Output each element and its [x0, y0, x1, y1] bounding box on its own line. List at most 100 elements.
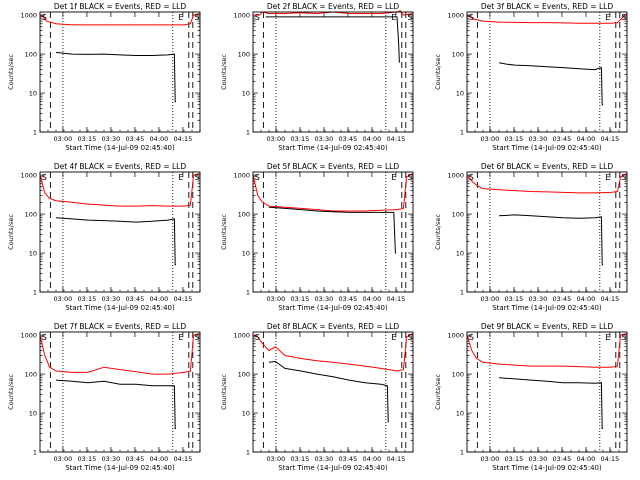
x-tick-label: 04:15 — [601, 455, 620, 463]
y-axis-label: Counts/sec — [7, 54, 15, 90]
y-tick-label: 10 — [242, 250, 250, 258]
x-axis-label: Start Time (14-Jul-09 02:45:40) — [492, 464, 602, 472]
start-marker-label: S — [42, 13, 47, 22]
y-tick-label: 1000 — [447, 12, 464, 20]
x-tick-label: 04:15 — [174, 135, 193, 143]
x-tick-label: 03:00 — [481, 135, 500, 143]
x-tick-label: 04:00 — [577, 135, 596, 143]
x-tick-label: 04:15 — [174, 455, 193, 463]
x-tick-label: 04:00 — [577, 295, 596, 303]
restart-marker-label: S — [407, 333, 412, 342]
y-axis-label: Counts/sec — [220, 374, 228, 410]
x-tick-label: 04:00 — [150, 295, 169, 303]
lld-series-line — [39, 333, 201, 375]
start-marker-label: S — [42, 333, 47, 342]
detector-panel: Det 5f BLACK = Events, RED = LLD Counts/s… — [220, 162, 414, 312]
x-tick-label: 03:15 — [291, 135, 310, 143]
x-tick-label: 03:45 — [126, 295, 145, 303]
x-tick-label: 04:00 — [363, 135, 382, 143]
x-tick-label: 04:15 — [174, 295, 193, 303]
x-tick-label: 03:15 — [291, 295, 310, 303]
y-tick-label: 1 — [246, 449, 250, 457]
plot-frame — [466, 331, 628, 453]
x-tick-label: 04:15 — [387, 135, 406, 143]
x-tick-label: 03:30 — [102, 455, 121, 463]
y-tick-label: 10 — [456, 410, 464, 418]
plot-frame — [252, 11, 414, 133]
y-tick-label: 100 — [238, 211, 250, 219]
end-marker-label: E — [605, 333, 610, 342]
x-tick-label: 03:15 — [78, 135, 97, 143]
restart-marker-label: S — [194, 13, 199, 22]
lld-series-line — [39, 173, 201, 207]
x-tick-label: 03:30 — [102, 135, 121, 143]
detector-panel: Det 3f BLACK = Events, RED = LLD Counts/s… — [434, 2, 628, 152]
x-axis-label: Start Time (14-Jul-09 02:45:40) — [278, 464, 388, 472]
detector-panel: Det 9f BLACK = Events, RED = LLD Counts/s… — [434, 322, 628, 472]
restart-marker-label: S — [407, 13, 412, 22]
y-axis-label: Counts/sec — [434, 54, 442, 90]
y-tick-label: 100 — [452, 371, 464, 379]
events-series-line — [55, 51, 176, 103]
events-series-line — [498, 377, 603, 429]
panel-title: Det 1f BLACK = Events, RED = LLD — [54, 2, 187, 11]
events-series-line — [268, 360, 389, 423]
y-tick-label: 1 — [246, 289, 250, 297]
x-tick-label: 03:45 — [339, 135, 358, 143]
x-tick-label: 03:30 — [315, 455, 334, 463]
x-tick-label: 03:30 — [315, 295, 334, 303]
panels-layer: Det 1f BLACK = Events, RED = LLD Counts/s… — [7, 2, 628, 472]
y-tick-label: 100 — [25, 371, 37, 379]
restart-marker-label: S — [194, 173, 199, 182]
y-tick-label: 10 — [242, 90, 250, 98]
y-tick-label: 100 — [25, 211, 37, 219]
y-tick-label: 100 — [238, 51, 250, 59]
y-tick-label: 1 — [33, 129, 37, 137]
x-tick-label: 03:45 — [339, 295, 358, 303]
end-marker-label: E — [178, 173, 183, 182]
y-tick-label: 1000 — [447, 172, 464, 180]
x-axis-label: Start Time (14-Jul-09 02:45:40) — [65, 304, 175, 312]
x-tick-label: 03:45 — [126, 455, 145, 463]
x-tick-label: 03:30 — [102, 295, 121, 303]
x-tick-label: 03:15 — [291, 455, 310, 463]
restart-marker-label: S — [621, 333, 626, 342]
x-tick-label: 03:30 — [529, 135, 548, 143]
restart-marker-label: S — [621, 173, 626, 182]
panel-title: Det 6f BLACK = Events, RED = LLD — [481, 162, 614, 171]
x-tick-label: 03:00 — [481, 295, 500, 303]
x-tick-label: 04:15 — [387, 455, 406, 463]
y-axis-label: Counts/sec — [220, 214, 228, 250]
detector-panel: Det 2f BLACK = Events, RED = LLD Counts/s… — [220, 2, 414, 152]
x-tick-label: 03:00 — [481, 455, 500, 463]
y-tick-label: 1000 — [233, 12, 250, 20]
events-series-line — [268, 206, 397, 254]
lld-series-line — [466, 173, 628, 194]
y-tick-label: 1000 — [20, 332, 37, 340]
events-series-line — [55, 379, 176, 429]
restart-marker-label: S — [194, 333, 199, 342]
start-marker-label: S — [255, 13, 260, 22]
lld-series-line — [252, 333, 414, 372]
events-series-line — [55, 217, 176, 266]
end-marker-label: E — [178, 13, 183, 22]
plot-frame — [252, 171, 414, 293]
x-tick-label: 04:00 — [150, 135, 169, 143]
y-tick-label: 10 — [242, 410, 250, 418]
x-tick-label: 03:00 — [267, 455, 286, 463]
plot-frame — [466, 11, 628, 133]
y-tick-label: 10 — [456, 90, 464, 98]
x-axis-label: Start Time (14-Jul-09 02:45:40) — [65, 464, 175, 472]
panel-title: Det 8f BLACK = Events, RED = LLD — [267, 322, 400, 331]
x-tick-label: 03:15 — [505, 135, 524, 143]
x-tick-label: 04:00 — [363, 455, 382, 463]
x-tick-label: 03:00 — [54, 455, 73, 463]
x-tick-label: 03:00 — [54, 295, 73, 303]
start-marker-label: S — [42, 173, 47, 182]
lld-series-line — [466, 333, 628, 368]
detector-panel: Det 1f BLACK = Events, RED = LLD Counts/s… — [7, 2, 201, 152]
y-axis-label: Counts/sec — [434, 374, 442, 410]
y-tick-label: 100 — [452, 51, 464, 59]
lld-series-line — [466, 13, 628, 24]
